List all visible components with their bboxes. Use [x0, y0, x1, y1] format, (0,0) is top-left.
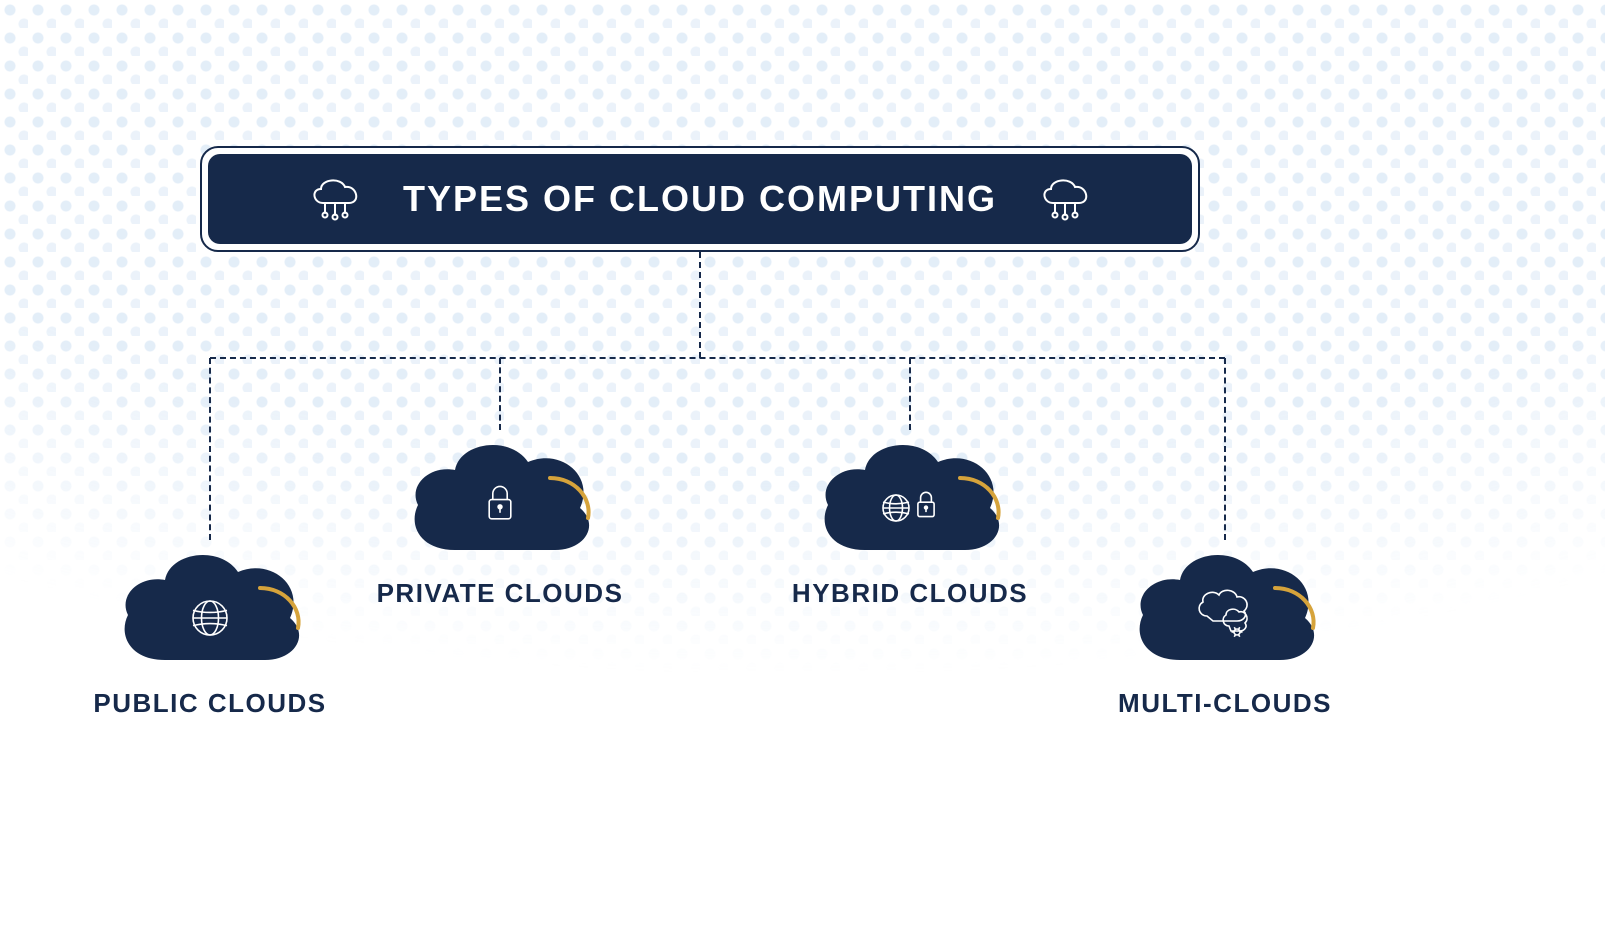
node-label-hybrid: HYBRID CLOUDS [792, 578, 1028, 609]
node-private: PRIVATE CLOUDS [400, 430, 600, 609]
node-public: PUBLIC CLOUDS [110, 540, 310, 719]
cloud-icon [810, 430, 1010, 560]
connector-drop-public [209, 358, 211, 540]
title-banner: TYPES OF CLOUD COMPUTING [200, 146, 1200, 252]
cloud-icon [110, 540, 310, 670]
node-label-public: PUBLIC CLOUDS [93, 688, 326, 719]
title-banner-inner: TYPES OF CLOUD COMPUTING [208, 154, 1192, 244]
title-text: TYPES OF CLOUD COMPUTING [403, 178, 997, 220]
cloud-icon [400, 430, 600, 560]
connector-drop-multi [1224, 358, 1226, 540]
node-hybrid: HYBRID CLOUDS [810, 430, 1010, 609]
diagram-stage: TYPES OF CLOUD COMPUTING PUBLIC CLOUDS PRI… [0, 0, 1605, 938]
connector-trunk [699, 252, 701, 358]
cloud-network-icon [307, 175, 363, 223]
cloud-icon [1125, 540, 1325, 670]
node-label-multi: MULTI-CLOUDS [1118, 688, 1332, 719]
cloud-network-icon [1037, 175, 1093, 223]
node-label-private: PRIVATE CLOUDS [377, 578, 624, 609]
connector-crossbar [210, 357, 1225, 359]
diagram-canvas: TYPES OF CLOUD COMPUTING PUBLIC CLOUDS PRI… [0, 0, 1605, 938]
node-multi: MULTI-CLOUDS [1125, 540, 1325, 719]
connector-drop-hybrid [909, 358, 911, 430]
connector-drop-private [499, 358, 501, 430]
